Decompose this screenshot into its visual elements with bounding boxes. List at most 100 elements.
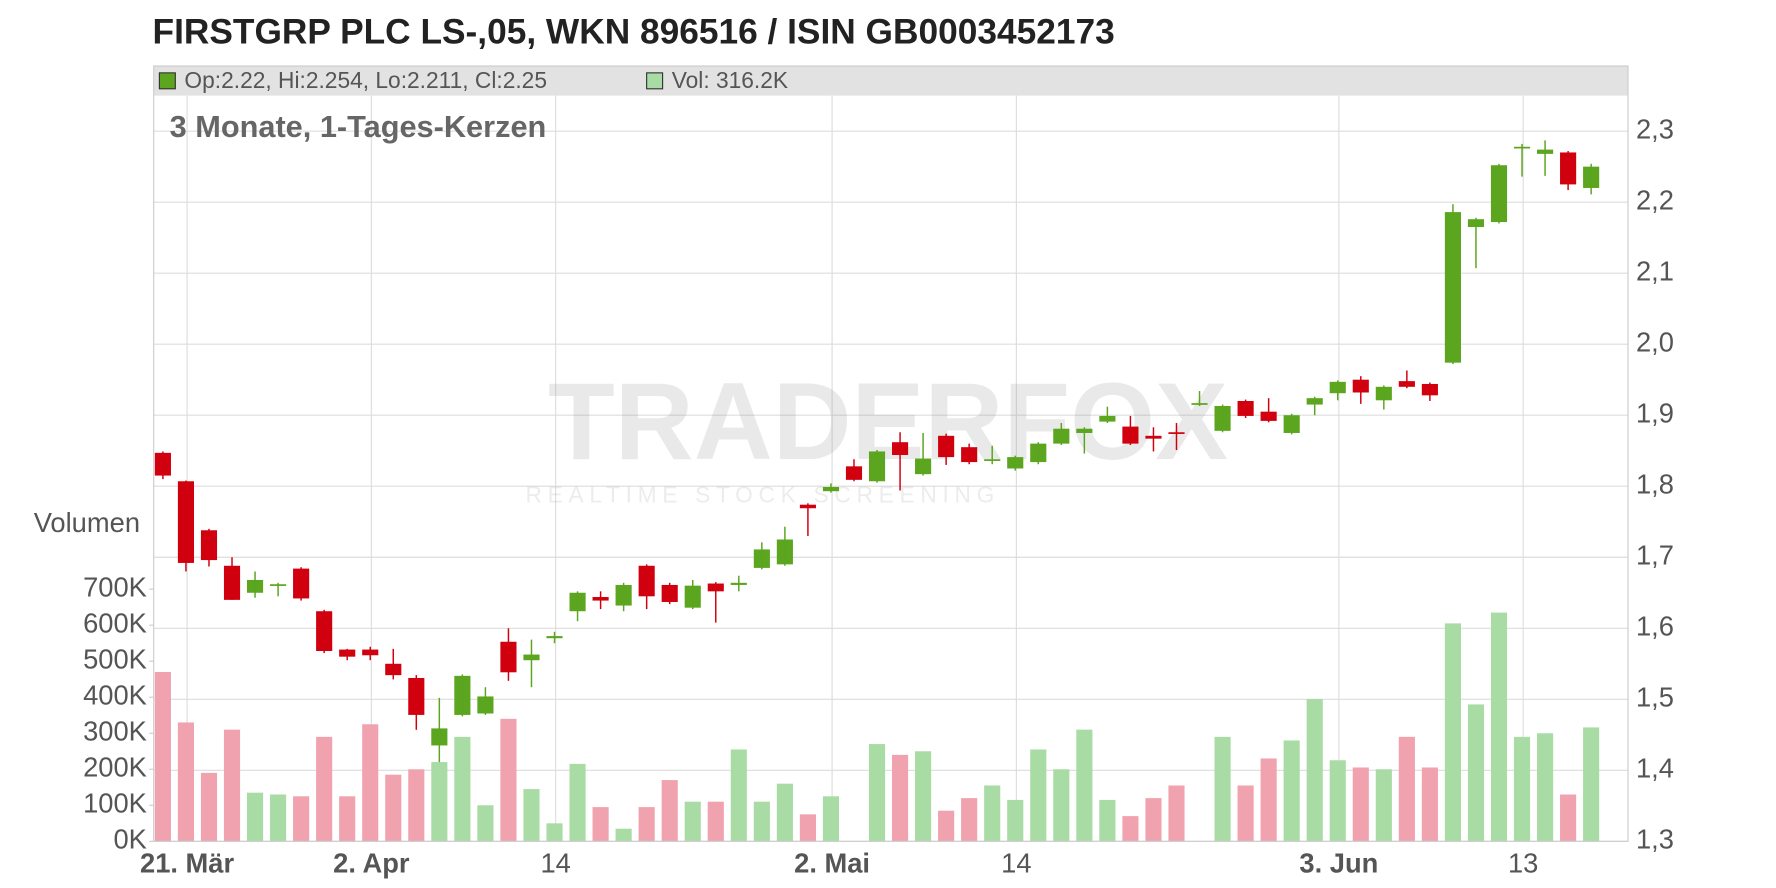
y2-tick-label: 400K xyxy=(83,679,147,710)
volume-bar xyxy=(1398,736,1415,842)
plot-frame xyxy=(153,65,1629,842)
volume-bar xyxy=(1007,799,1024,842)
volume-bar xyxy=(915,751,932,842)
y-tick-label: 2,0 xyxy=(1636,326,1674,357)
y2-tick-label: 500K xyxy=(83,643,147,674)
volume-axis-label: Volumen xyxy=(34,507,140,538)
volume-bar xyxy=(569,763,586,842)
volume-bar xyxy=(891,754,909,842)
x-tick-label: 2. Apr xyxy=(333,847,410,878)
legend-bar xyxy=(153,66,1629,96)
y-tick-label: 1,6 xyxy=(1636,610,1674,641)
volume-bar xyxy=(1513,736,1531,842)
volume-bar xyxy=(1099,799,1116,842)
y-tick-label: 1,5 xyxy=(1636,682,1674,713)
watermark-logo: TRADERFOX xyxy=(548,361,1228,483)
y-tick-label: 2,2 xyxy=(1636,184,1674,215)
x-tick-label: 14 xyxy=(540,847,570,878)
volume-bar xyxy=(592,807,609,842)
volume-bar xyxy=(1122,816,1139,842)
volume-bar xyxy=(1168,785,1185,842)
x-tick-label: 3. Jun xyxy=(1299,847,1378,878)
legend-volume: Vol: 316.2K xyxy=(672,67,788,93)
volume-bar xyxy=(730,749,747,842)
volume-bar xyxy=(638,807,655,842)
y2-tick-label: 200K xyxy=(83,751,147,782)
y2-tick-label: 600K xyxy=(83,607,147,638)
y-tick-label: 2,1 xyxy=(1636,255,1674,286)
volume-bar xyxy=(1467,704,1485,842)
volume-bar xyxy=(938,810,955,842)
x-tick-label: 14 xyxy=(1001,847,1031,878)
y2-tick-label: 300K xyxy=(83,715,147,746)
volume-bar xyxy=(1329,760,1346,842)
volume-bar xyxy=(523,789,540,842)
volume-bar xyxy=(868,744,886,842)
volume-bar xyxy=(822,796,840,842)
volume-bar xyxy=(316,736,333,842)
y-tick-label: 1,7 xyxy=(1636,539,1674,570)
volume-bar xyxy=(431,762,448,842)
legend-ohlc: Op:2.22, Hi:2.254, Lo:2.211, Cl:2.25 xyxy=(184,67,547,93)
volume-bar xyxy=(1306,699,1323,842)
volume-bar xyxy=(1214,736,1231,842)
volume-bar xyxy=(961,798,978,842)
x-tick-label: 2. Mai xyxy=(794,847,870,878)
legend-swatch xyxy=(646,72,664,90)
volume-bar xyxy=(1583,727,1600,842)
watermark: TRADERFOX REALTIME STOCK SCREENING xyxy=(525,361,1227,507)
x-tick-label: 13 xyxy=(1508,847,1538,878)
volume-bar xyxy=(661,780,678,842)
volume-bar xyxy=(408,769,425,842)
volume-bar xyxy=(1283,740,1300,842)
volume-bar xyxy=(339,796,356,842)
legend-swatch xyxy=(158,72,176,90)
chart-subtitle: 3 Monate, 1-Tages-Kerzen xyxy=(170,109,547,144)
volume-bar xyxy=(684,801,701,842)
y-tick-label: 2,3 xyxy=(1636,113,1674,144)
volume-bar xyxy=(546,823,563,842)
volume-bar xyxy=(270,794,287,842)
volume-bar xyxy=(1076,729,1093,842)
y-tick-label: 1,4 xyxy=(1636,753,1674,784)
y-tick-label: 1,8 xyxy=(1636,468,1674,499)
volume-bar xyxy=(1030,749,1047,842)
volume-bar xyxy=(500,718,517,842)
volume-bar xyxy=(1145,798,1162,842)
volume-bar xyxy=(799,814,816,842)
volume-bar xyxy=(223,729,241,842)
x-tick-label: 21. Mär xyxy=(140,847,234,878)
volume-bar xyxy=(477,805,494,842)
chart-title: FIRSTGRP PLC LS-,05, WKN 896516 / ISIN G… xyxy=(153,12,1115,51)
volume-bar xyxy=(293,796,310,842)
volume-bar xyxy=(1260,758,1277,842)
volume-bar xyxy=(362,724,379,842)
volume-bar xyxy=(154,672,171,842)
volume-bar xyxy=(200,772,218,842)
volume-bar xyxy=(1421,767,1438,842)
y2-tick-label: 0K xyxy=(113,824,146,855)
volume-bar xyxy=(776,783,793,842)
watermark-tagline: REALTIME STOCK SCREENING xyxy=(525,481,1000,507)
volume-bar xyxy=(1237,785,1254,842)
volume-bar xyxy=(753,801,770,842)
volume-bar xyxy=(246,792,264,842)
volume-bar xyxy=(1053,769,1070,842)
volume-bar xyxy=(454,736,471,842)
volume-bar xyxy=(1560,794,1577,842)
volume-bar xyxy=(615,828,632,842)
volume-bar xyxy=(984,785,1001,842)
y-tick-label: 1,3 xyxy=(1636,824,1674,855)
volume-bar xyxy=(385,774,402,842)
y2-tick-label: 100K xyxy=(83,788,147,819)
volume-bar xyxy=(707,801,724,842)
volume-bar xyxy=(1444,623,1461,842)
volume-bar xyxy=(1375,769,1392,842)
volume-bar xyxy=(1490,612,1508,842)
volume-bar xyxy=(1352,767,1369,842)
y2-tick-label: 700K xyxy=(83,571,147,602)
volume-bar xyxy=(177,722,195,842)
y-tick-label: 1,9 xyxy=(1636,397,1674,428)
